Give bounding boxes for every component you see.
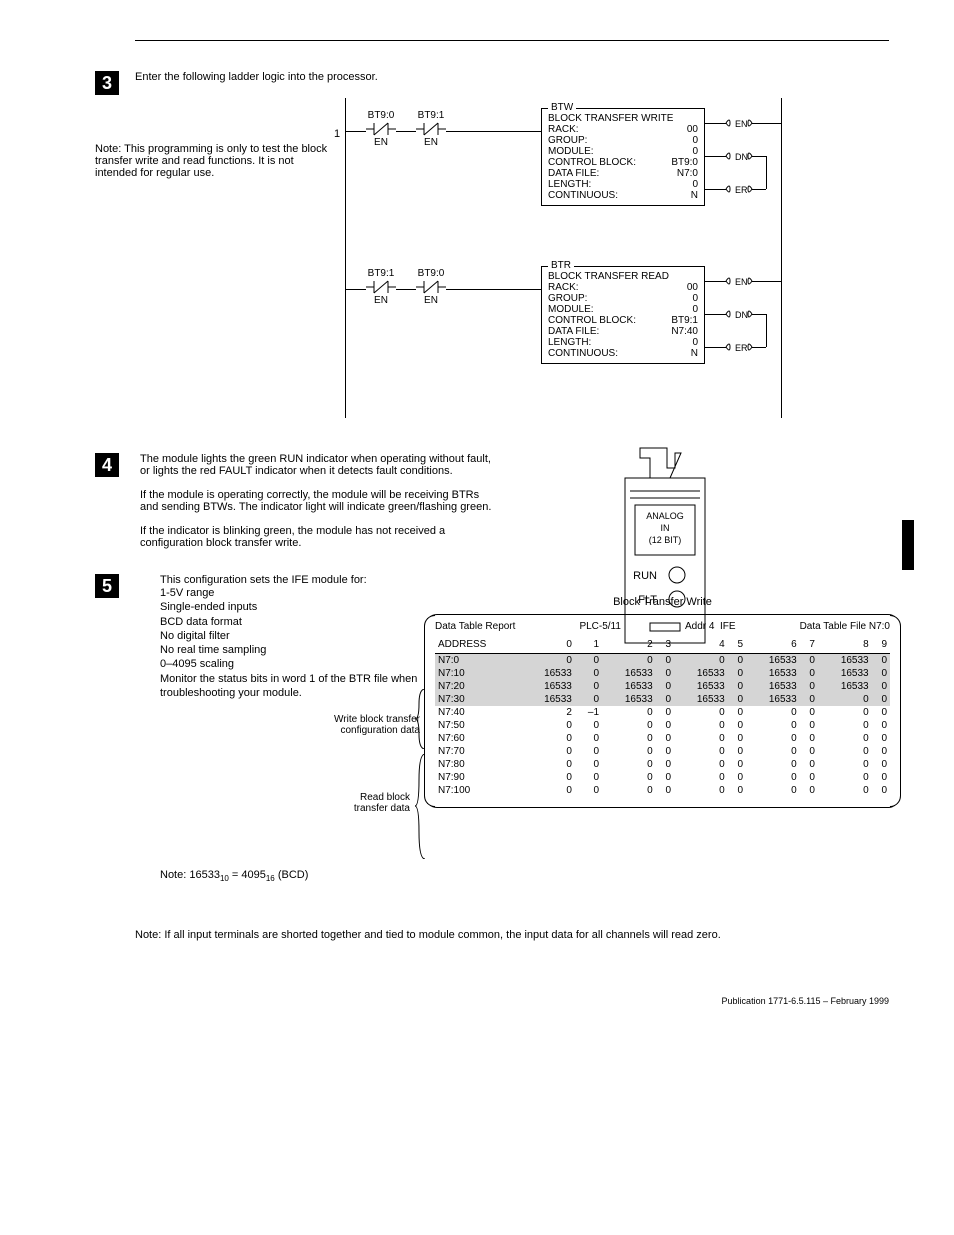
coil-en: EN [735, 119, 748, 129]
step-4-badge: 4 [95, 453, 119, 477]
config-item: 1-5V range [160, 586, 420, 600]
bottom-note: Note: If all input terminals are shorted… [135, 929, 889, 941]
table-row: N7:0000000165330165330 [435, 654, 890, 668]
config-item: Single-ended inputs [160, 600, 420, 614]
btw-table: Block Transfer Write Data Table Report P… [425, 596, 900, 808]
table-row: N7:700000000000 [435, 745, 890, 758]
table-row: N7:3016533016533016533016533000 [435, 693, 890, 706]
rung-number: 1 [334, 128, 340, 140]
config-item: No real time sampling [160, 643, 420, 657]
step-4-p1: The module lights the green RUN indicato… [140, 453, 500, 477]
step-3-badge: 3 [95, 71, 119, 95]
ladder-diagram: 1 BT9:0 EN BT9:1 EN BTW BLOCK TRANSFER W… [345, 98, 782, 418]
bcd-note: Note: 1653310 = 409516 (BCD) [160, 869, 308, 883]
step-4: 4 The module lights the green RUN indica… [135, 453, 889, 549]
write-block-label: Write block transfer configuration data [330, 714, 420, 736]
btr-params: RACK:00GROUP:0MODULE:0CONTROL BLOCK:BT9:… [548, 282, 698, 359]
box-header: BTR [548, 260, 574, 271]
section-tab [902, 520, 914, 570]
contact-sublabel: EN [374, 295, 388, 306]
contact-sublabel: EN [374, 137, 388, 148]
btw-table-title: Block Transfer Write [425, 596, 900, 608]
config-item: No digital filter [160, 629, 420, 643]
contact-sublabel: EN [424, 137, 438, 148]
box-header: BTW [548, 102, 576, 113]
btr-instruction-box: BTR BLOCK TRANSFER READ RACK:00GROUP:0MO… [541, 266, 705, 364]
contact-label: BT9:1 [368, 268, 395, 279]
table-row: N7:500000000000 [435, 719, 890, 732]
step-3-note: Note: This programming is only to test t… [95, 143, 335, 179]
read-block-label: Read block transfer data [340, 792, 410, 814]
step-3: 3 Enter the following ladder logic into … [135, 71, 889, 428]
table-row: N7:20165330165330165330165330165330 [435, 680, 890, 693]
step-4-text: The module lights the green RUN indicato… [140, 453, 500, 549]
step-5: 5 This configuration sets the IFE module… [135, 574, 889, 904]
contact-bt91-en-2: BT9:1 EN [366, 268, 396, 306]
contact-label: BT9:0 [368, 110, 395, 121]
contact-sublabel: EN [424, 295, 438, 306]
config-item: Monitor the status bits in word 1 of the… [160, 672, 420, 701]
btw-header-row: Data Table Report PLC-5/11 Addr 4 IFE Da… [435, 621, 890, 632]
step-5-badge: 5 [95, 574, 119, 598]
config-item: BCD data format [160, 615, 420, 629]
svg-text:IN: IN [661, 523, 670, 533]
step-4-p3: If the indicator is blinking green, the … [140, 525, 500, 549]
svg-text:ER: ER [735, 343, 748, 353]
contact-bt90-en-2: BT9:0 EN [416, 268, 446, 306]
svg-text:DN: DN [735, 310, 748, 320]
svg-text:(12 BIT): (12 BIT) [649, 535, 682, 545]
svg-text:EN: EN [735, 277, 748, 287]
step-4-p2: If the module is operating correctly, th… [140, 489, 500, 513]
step-3-intro: Enter the following ladder logic into th… [135, 71, 378, 83]
publication-footer: Publication 1771-6.5.115 – February 1999 [135, 996, 889, 1006]
table-row: N7:800000000000 [435, 758, 890, 771]
btw-instruction-box: BTW BLOCK TRANSFER WRITE RACK:00GROUP:0M… [541, 108, 705, 206]
config-item: 0–4095 scaling [160, 657, 420, 671]
box-title: BLOCK TRANSFER READ [548, 271, 698, 282]
btw-params: RACK:00GROUP:0MODULE:0CONTROL BLOCK:BT9:… [548, 124, 698, 201]
svg-text:ER: ER [735, 185, 748, 195]
contact-bt91-en: BT9:1 EN [416, 110, 446, 148]
header-rule [135, 40, 889, 41]
step-5-intro: This configuration sets the IFE module f… [160, 574, 367, 586]
table-row: N7:10165330165330165330165330165330 [435, 667, 890, 680]
table-row: N7:600000000000 [435, 732, 890, 745]
table-row: N7:1000000000000 [435, 784, 890, 797]
box-title: BLOCK TRANSFER WRITE [548, 113, 698, 124]
mod-line1: ANALOG [646, 511, 684, 521]
data-table: ADDRESS0123456789 N7:0000000165330165330… [435, 638, 890, 797]
contact-bt90-en: BT9:0 EN [366, 110, 396, 148]
table-row: N7:900000000000 [435, 771, 890, 784]
table-row: N7:402–100000000 [435, 706, 890, 719]
svg-text:DN: DN [735, 152, 748, 162]
config-list: 1-5V rangeSingle-ended inputsBCD data fo… [160, 586, 420, 700]
contact-label: BT9:0 [418, 268, 445, 279]
contact-label: BT9:1 [418, 110, 445, 121]
